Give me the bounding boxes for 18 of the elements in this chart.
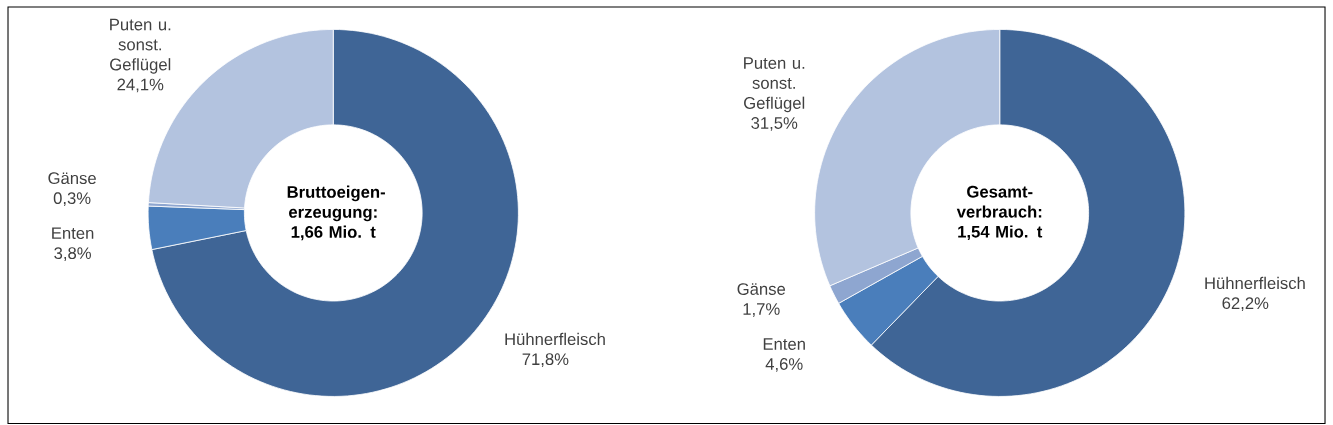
data-label: 71,8% xyxy=(522,353,569,368)
data-label: 0,3% xyxy=(53,192,91,207)
slice-label: Puten u. sonst. Geflügel xyxy=(110,18,171,74)
data-label: 3,8% xyxy=(54,247,91,262)
slice-label: Enten xyxy=(52,227,94,240)
slice-label: Hühnerfleisch xyxy=(505,332,605,346)
data-label: 62,2% xyxy=(1222,297,1269,312)
slice-label: Puten u. sonst. Geflügel xyxy=(744,57,805,113)
slice-label: Enten xyxy=(763,338,805,350)
data-label: 24,1% xyxy=(117,78,164,93)
slice-label: Gänse xyxy=(737,283,786,295)
data-label: 31,5% xyxy=(751,117,798,131)
text: Bruttoeigen-erzeugung: 1,66 Mio. t xyxy=(287,185,385,241)
data-label: 1,7% xyxy=(743,303,780,317)
text: Gesamt-verbrauch: 1,54 Mio. t xyxy=(956,185,1043,241)
data-label: 4,6% xyxy=(765,358,803,372)
slice-label: Gänse xyxy=(48,172,96,185)
slice-label: Hühnerfleisch xyxy=(1205,276,1305,290)
